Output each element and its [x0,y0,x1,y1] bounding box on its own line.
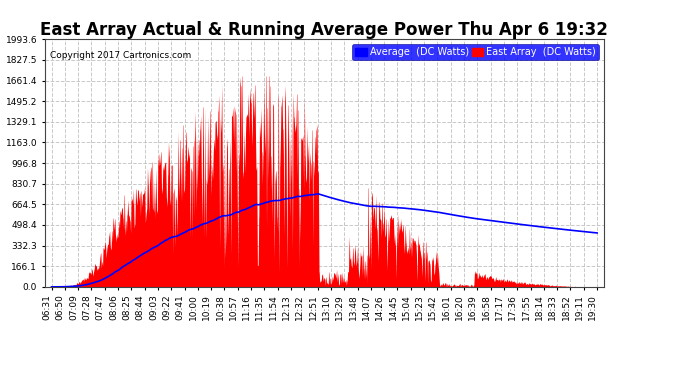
Legend: Average  (DC Watts), East Array  (DC Watts): Average (DC Watts), East Array (DC Watts… [352,44,599,60]
Title: East Array Actual & Running Average Power Thu Apr 6 19:32: East Array Actual & Running Average Powe… [40,21,609,39]
Text: Copyright 2017 Cartronics.com: Copyright 2017 Cartronics.com [50,51,192,60]
